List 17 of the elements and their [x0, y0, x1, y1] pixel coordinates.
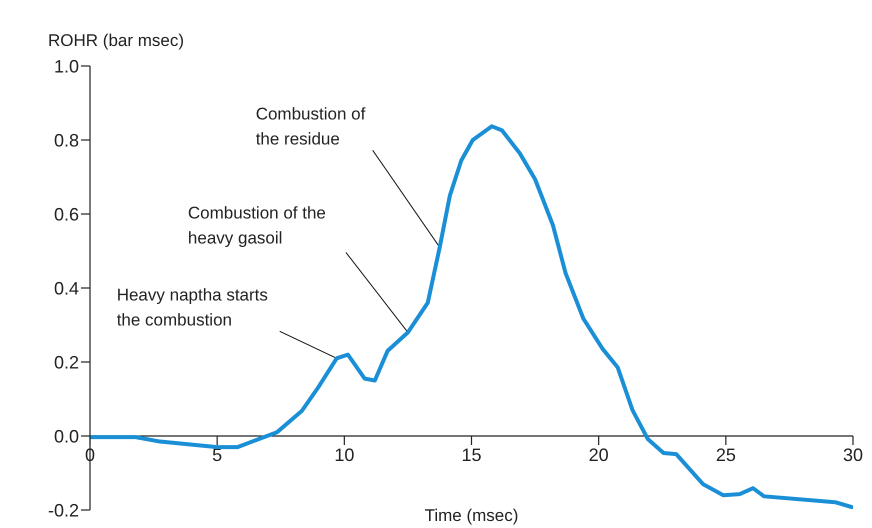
x-tick-label: 25: [716, 445, 736, 465]
annotation: Combustion of the heavy gasoil: [188, 203, 326, 248]
x-axis-title: Time (msec): [424, 506, 518, 525]
y-tick-label: 0.2: [54, 352, 79, 372]
annotation: Heavy naptha starts the combustion: [116, 285, 268, 330]
y-axis-title: ROHR (bar msec): [48, 31, 184, 50]
y-tick-label: 1.0: [54, 56, 79, 76]
y-tick-label: 0.4: [54, 278, 79, 298]
y-tick-label: 0.8: [54, 130, 79, 150]
y-tick-label: 0.6: [54, 204, 79, 224]
x-tick-label: 15: [461, 445, 482, 465]
x-tick-label: 20: [588, 445, 609, 465]
x-tick-label: 30: [842, 445, 864, 465]
y-tick-label: 0.0: [54, 426, 79, 446]
annotation: Combustion of the residue: [256, 104, 366, 148]
x-tick-label: 10: [334, 445, 354, 465]
y-tick-label: -0.2: [48, 500, 79, 520]
